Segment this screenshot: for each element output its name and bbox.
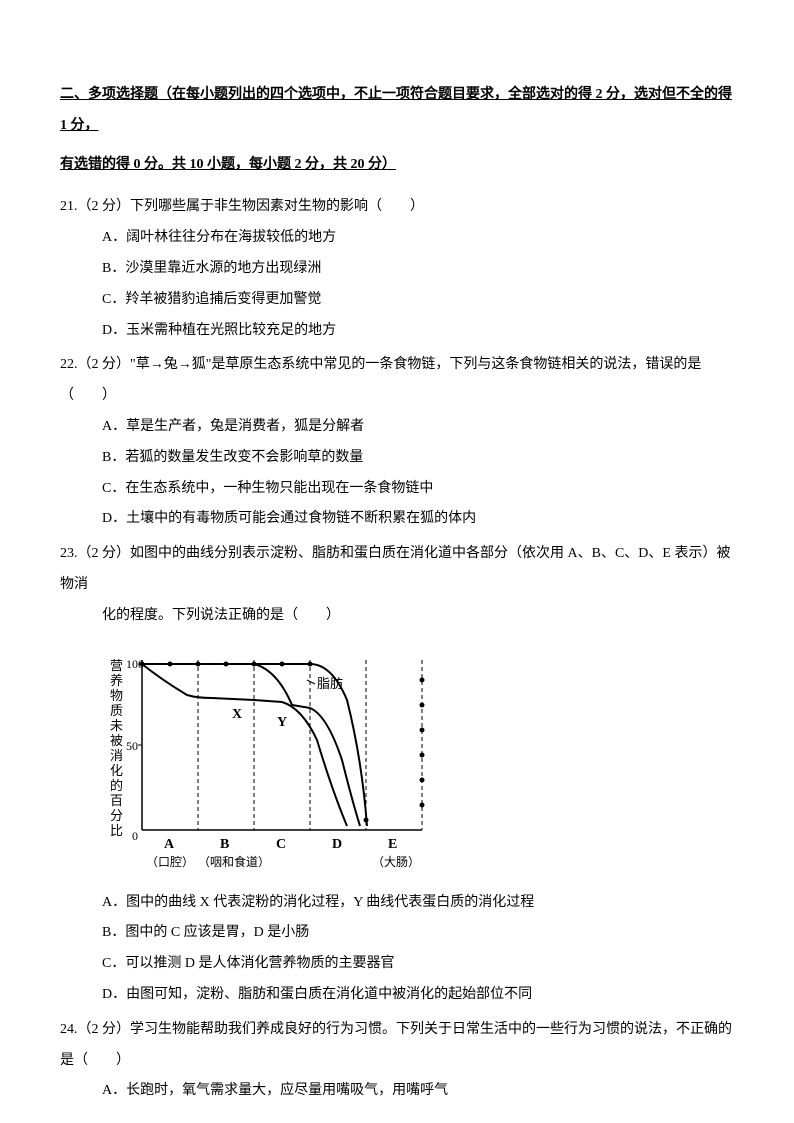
y-axis-label: 营 养 物 质 未 被 消 化 的 百 分 比 xyxy=(110,658,126,838)
q22-stem: 22.（2 分）"草→兔→狐"是草原生态系统中常见的一条食物链，下列与这条食物链… xyxy=(60,350,734,412)
q23-option-a: A．图中的曲线 X 代表淀粉的消化过程，Y 曲线代表蛋白质的消化过程 xyxy=(60,888,734,919)
xlabel-d: D xyxy=(332,837,342,852)
q21-option-c: C．羚羊被猎豹追捕后变得更加警觉 xyxy=(60,285,734,316)
label-y: Y xyxy=(277,715,287,730)
xsublabel-e: （大肠） xyxy=(372,855,420,869)
question-23: 23.（2 分）如图中的曲线分别表示淀粉、脂肪和蛋白质在消化道中各部分（依次用 … xyxy=(60,539,734,1011)
question-21: 21.（2 分）下列哪些属于非生物因素对生物的影响（ ） A．阔叶林往往分布在海… xyxy=(60,192,734,346)
question-24: 24.（2 分）学习生物能帮助我们养成良好的行为习惯。下列关于日常生活中的一些行… xyxy=(60,1015,734,1107)
q21-stem: 21.（2 分）下列哪些属于非生物因素对生物的影响（ ） xyxy=(60,192,734,223)
xlabel-b: B xyxy=(220,837,229,852)
xlabel-a: A xyxy=(164,837,175,852)
q21-option-a: A．阔叶林往往分布在海拔较低的地方 xyxy=(60,223,734,254)
xlabel-e: E xyxy=(388,837,397,852)
q23-option-b: B．图中的 C 应该是胃，D 是小肠 xyxy=(60,918,734,949)
section-header-line1: 二、多项选择题（在每小题列出的四个选项中，不止一项符合题目要求，全部选对的得 2… xyxy=(60,80,734,142)
q23-option-c: C．可以推测 D 是人体消化营养物质的主要器官 xyxy=(60,949,734,980)
q23-stem-cont: 化的程度。下列说法正确的是（ ） xyxy=(60,601,734,632)
q22-option-a: A．草是生产者，兔是消费者，狐是分解者 xyxy=(60,412,734,443)
q22-option-d: D．土壤中的有毒物质可能会通过食物链不断积累在狐的体内 xyxy=(60,504,734,535)
q24-option-a: A．长跑时，氧气需求量大，应尽量用嘴吸气，用嘴呼气 xyxy=(60,1076,734,1107)
label-fat: 脂肪 xyxy=(317,676,343,691)
q22-option-b: B．若狐的数量发生改变不会影响草的数量 xyxy=(60,443,734,474)
ytick-0: 0 xyxy=(132,829,138,843)
question-22: 22.（2 分）"草→兔→狐"是草原生态系统中常见的一条食物链，下列与这条食物链… xyxy=(60,350,734,535)
q23-option-d: D．由图可知，淀粉、脂肪和蛋白质在消化道中被消化的起始部位不同 xyxy=(60,980,734,1011)
xlabel-c: C xyxy=(276,837,286,852)
q21-option-b: B．沙漠里靠近水源的地方出现绿洲 xyxy=(60,254,734,285)
q22-option-c: C．在生态系统中，一种生物只能出现在一条食物链中 xyxy=(60,474,734,505)
digestion-chart: 营 养 物 质 未 被 消 化 的 百 分 比 100 50 0 xyxy=(60,640,734,880)
q23-stem: 23.（2 分）如图中的曲线分别表示淀粉、脂肪和蛋白质在消化道中各部分（依次用 … xyxy=(60,539,734,601)
xsublabel-a: （口腔） xyxy=(146,854,194,869)
q24-stem: 24.（2 分）学习生物能帮助我们养成良好的行为习惯。下列关于日常生活中的一些行… xyxy=(60,1015,734,1077)
ytick-50: 50 xyxy=(126,739,138,753)
label-x: X xyxy=(232,707,242,722)
q21-option-d: D．玉米需种植在光照比较充足的地方 xyxy=(60,316,734,347)
xsublabel-b: （咽和食道） xyxy=(198,854,270,869)
section-header-line2: 有选错的得 0 分。共 10 小题，每小题 2 分，共 20 分） xyxy=(60,150,734,181)
